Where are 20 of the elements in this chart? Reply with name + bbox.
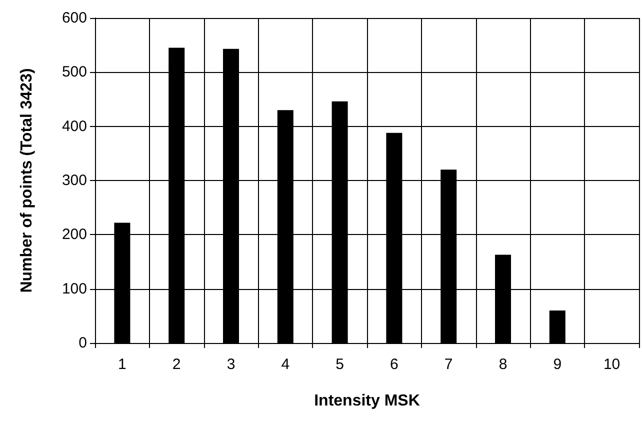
x-axis-title: Intensity MSK	[314, 392, 420, 410]
x-tick-label: 5	[336, 356, 344, 373]
x-tick-label: 6	[390, 356, 398, 373]
y-tick-label: 400	[62, 118, 87, 135]
y-tick-label: 0	[78, 334, 87, 352]
x-tick-label: 4	[281, 356, 290, 373]
y-tick-label: 300	[62, 172, 87, 189]
x-tick-label: 2	[172, 356, 181, 373]
x-tick-label: 7	[444, 356, 453, 373]
y-tick-label: 500	[62, 64, 87, 81]
y-axis-title: Number of points (Total 3423)	[18, 68, 36, 293]
x-tick-label: 8	[498, 356, 508, 373]
x-tick-label: 9	[553, 356, 562, 373]
y-tick-label: 600	[62, 10, 87, 26]
y-tick-label: 100	[62, 280, 87, 298]
x-tick-label: 3	[226, 356, 236, 373]
bar	[549, 310, 566, 343]
x-tick-label: 1	[118, 356, 126, 373]
y-tick-label: 200	[62, 226, 87, 244]
x-tick-label: 10	[603, 356, 620, 373]
